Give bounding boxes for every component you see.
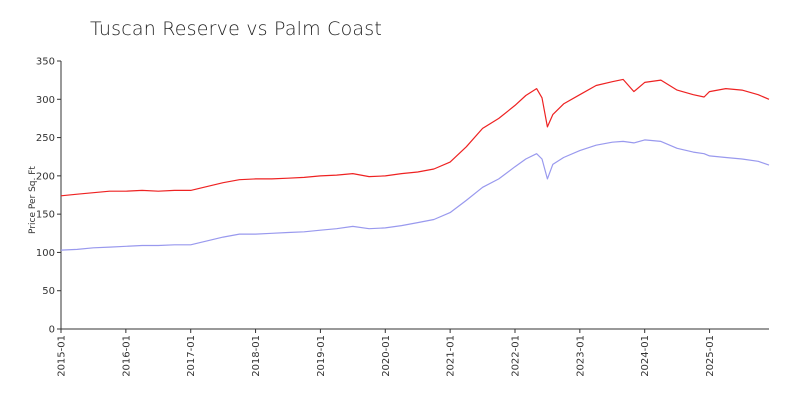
y-tick-label: 50	[42, 286, 55, 297]
chart-series	[60, 78, 770, 251]
series-line-1	[60, 78, 770, 197]
x-tick-label: 2021-01	[446, 335, 457, 377]
x-tick-label: 2020-01	[381, 335, 392, 377]
x-tick-label: 2022-01	[510, 335, 521, 377]
y-tick-label: 150	[36, 210, 55, 221]
y-axis-label: Price Per Sq. Ft	[28, 166, 38, 234]
x-tick-label: 2015-01	[57, 335, 68, 377]
series-line-2	[60, 139, 770, 251]
y-tick-label: 250	[36, 133, 55, 144]
x-tick-label: 2019-01	[316, 335, 327, 377]
x-tick-label: 2025-01	[705, 335, 716, 377]
y-tick-label: 350	[36, 57, 55, 68]
x-tick-label: 2023-01	[575, 335, 586, 377]
x-tick-label: 2017-01	[186, 335, 197, 377]
y-tick-label: 300	[36, 95, 55, 106]
y-tick-label: 100	[36, 248, 55, 259]
chart-axes: 0 50 100 150 200 250 300 350 2015-01 2016-01 2017-…	[36, 57, 769, 377]
x-tick-label: 2018-01	[251, 335, 262, 377]
chart-title: Tuscan Reserve vs Palm Coast	[90, 18, 382, 40]
y-tick-label: 0	[49, 325, 55, 336]
y-tick-label: 200	[36, 171, 55, 182]
x-tick-label: 2016-01	[121, 335, 132, 377]
x-tick-label: 2024-01	[640, 335, 651, 377]
